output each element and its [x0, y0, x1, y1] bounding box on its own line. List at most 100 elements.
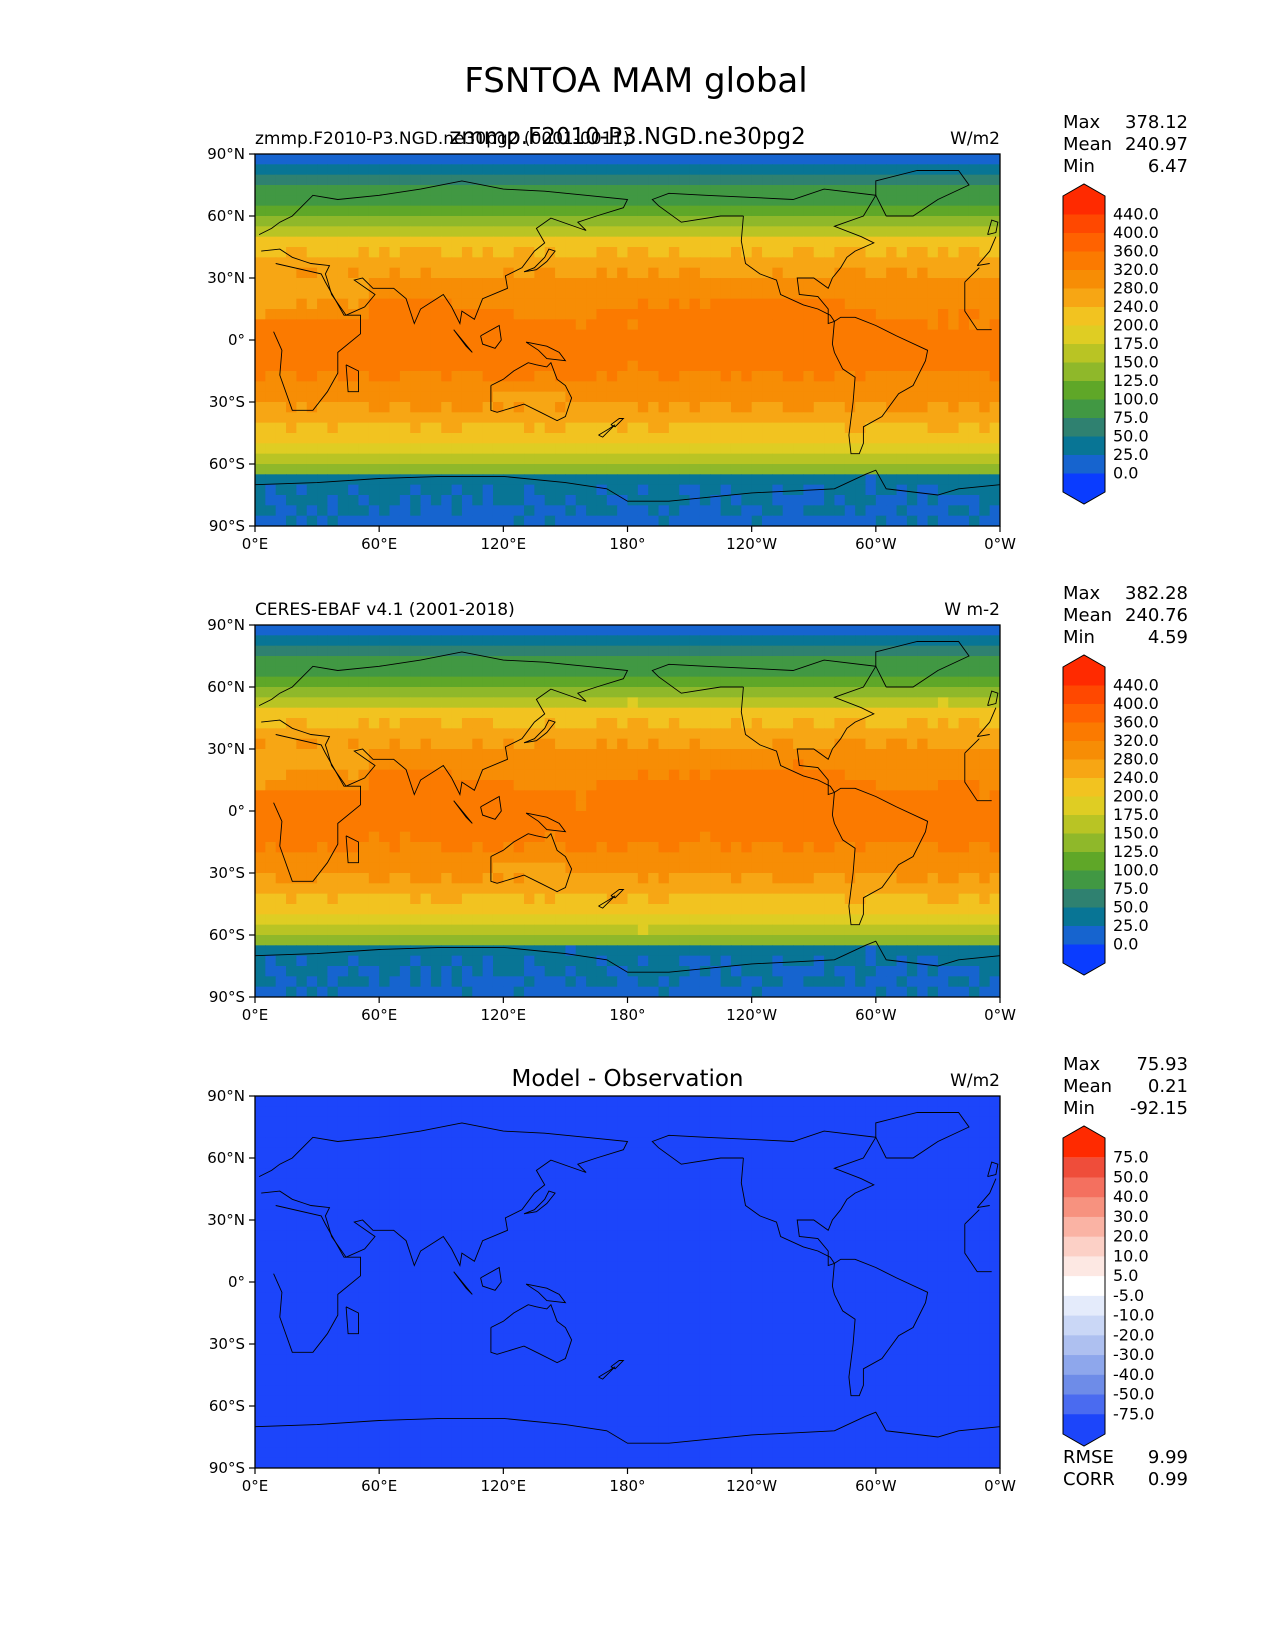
heatmap-cell [979, 154, 991, 165]
heatmap-cell [461, 707, 473, 719]
heatmap-cell [710, 697, 722, 709]
heatmap-cell [430, 697, 442, 709]
heatmap-cell [544, 914, 556, 926]
heatmap-cell [492, 195, 504, 207]
heatmap-cell [896, 433, 908, 444]
heatmap-cell [927, 391, 939, 403]
heatmap-cell [834, 402, 846, 413]
heatmap-cell [865, 360, 877, 372]
heatmap-cell [596, 288, 608, 300]
heatmap-cell [410, 391, 422, 403]
heatmap-cell [741, 474, 753, 486]
heatmap-cell [668, 154, 680, 165]
heatmap-cell [565, 718, 577, 729]
heatmap-cell [275, 515, 287, 526]
heatmap-cell [782, 935, 794, 946]
heatmap-cell [596, 412, 608, 424]
heatmap-cell [461, 185, 473, 196]
heatmap-cell [441, 257, 453, 269]
heatmap-cell [575, 697, 587, 709]
heatmap-cell [979, 800, 991, 812]
heatmap-cell [927, 769, 939, 781]
heatmap-cell [399, 780, 411, 791]
heatmap-cell [348, 687, 360, 698]
heatmap-cell [565, 422, 577, 434]
heatmap-cell [896, 790, 908, 802]
heatmap-cell [896, 707, 908, 719]
coastline [258, 180, 997, 325]
heatmap-cell [379, 257, 391, 269]
heatmap-cell [441, 267, 453, 279]
heatmap-cell [937, 842, 949, 853]
heatmap-cell [658, 780, 670, 791]
heatmap-cell [389, 635, 401, 647]
lat-tick-label: 90°N [207, 145, 245, 163]
heatmap-cell [379, 749, 391, 760]
heatmap-cell [524, 195, 535, 207]
heatmap-cell [472, 862, 484, 874]
heatmap-cell [492, 453, 504, 465]
heatmap-cell [751, 935, 763, 946]
heatmap-cell [275, 474, 287, 486]
heatmap-cell [637, 738, 649, 750]
heatmap-cell [306, 443, 318, 455]
heatmap-cell [979, 852, 991, 864]
heatmap-cell [762, 205, 773, 217]
heatmap-cell [658, 164, 670, 176]
heatmap-cell [482, 873, 494, 884]
heatmap-cell [855, 831, 867, 843]
heatmap-cell [420, 205, 432, 217]
heatmap-cell [855, 164, 867, 176]
heatmap-cell [596, 205, 608, 217]
heatmap-cell [793, 484, 805, 496]
heatmap-cell [255, 759, 266, 771]
heatmap-cell [751, 329, 763, 341]
heatmap-cell [265, 790, 277, 802]
heatmap-cell [379, 790, 391, 802]
heatmap-cell [803, 738, 815, 750]
heatmap-cell [793, 236, 805, 248]
heatmap-cell [337, 831, 349, 843]
heatmap-cell [327, 635, 339, 647]
heatmap-cell [441, 422, 453, 434]
heatmap-cell [648, 464, 660, 475]
heatmap-cell [875, 154, 887, 165]
heatmap-cell [575, 656, 587, 667]
heatmap-cell [451, 728, 463, 740]
heatmap-cell [782, 515, 794, 526]
heatmap-cell [255, 154, 266, 165]
heatmap-cell [772, 443, 784, 455]
heatmap-cell [379, 625, 391, 636]
heatmap-cell [637, 924, 649, 936]
heatmap-cell [937, 904, 949, 915]
heatmap-cell [606, 319, 618, 331]
heatmap-cell [565, 474, 577, 486]
heatmap-cell [751, 464, 763, 475]
heatmap-cell [296, 505, 308, 517]
heatmap-cell [813, 769, 825, 781]
heatmap-cell [389, 893, 401, 905]
heatmap-cell [555, 893, 567, 905]
heatmap-cell [720, 852, 732, 864]
heatmap-cell [451, 945, 463, 957]
heatmap-cell [275, 862, 287, 874]
heatmap-cell [524, 831, 535, 843]
heatmap-cell [524, 288, 535, 300]
heatmap-cell [544, 205, 556, 217]
heatmap-cell [958, 329, 970, 341]
heatmap-cell [399, 769, 411, 781]
heatmap-cell [886, 945, 898, 957]
heatmap-cell [265, 821, 277, 833]
heatmap-cell [658, 464, 670, 475]
heatmap-cell [617, 267, 629, 279]
heatmap-cell [275, 288, 287, 300]
heatmap-cell [430, 174, 442, 186]
heatmap-cell [492, 945, 504, 957]
heatmap-cell [658, 728, 670, 740]
heatmap-cell [524, 402, 535, 413]
heatmap-cell [637, 935, 649, 946]
heatmap-cell [751, 904, 763, 915]
heatmap-cell [979, 195, 991, 207]
heatmap-cell [948, 790, 960, 802]
heatmap-cell [555, 935, 567, 946]
